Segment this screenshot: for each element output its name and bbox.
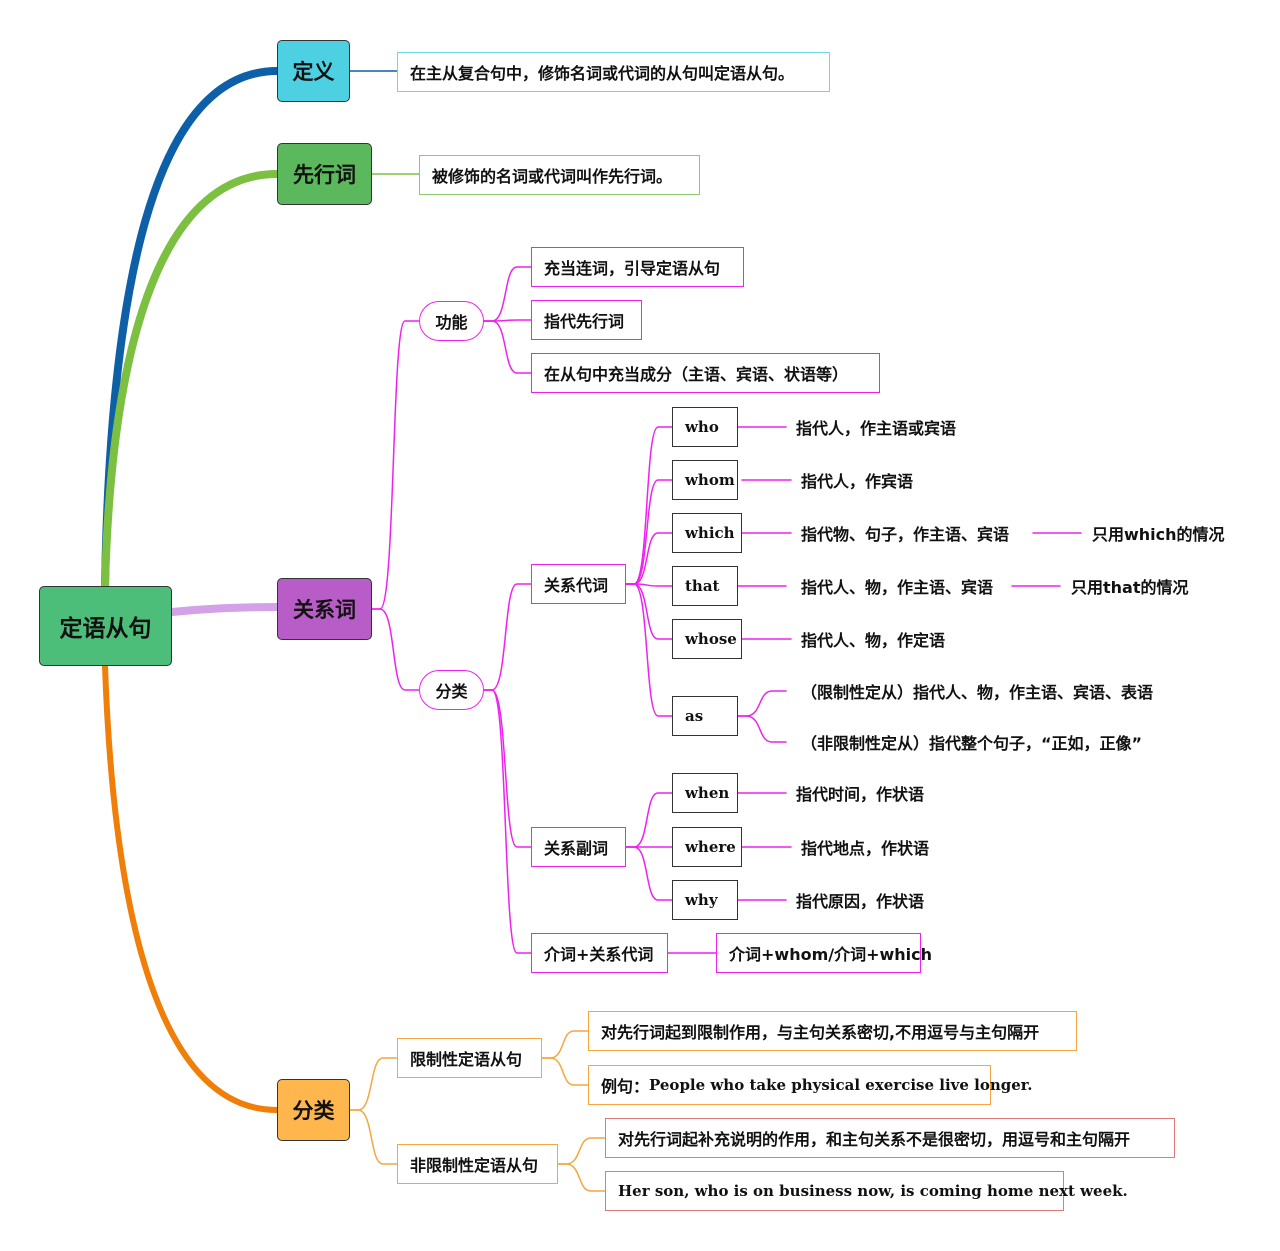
- adverb-desc: 指代时间，作状语: [796, 785, 925, 804]
- connector: [541, 1030, 589, 1059]
- as-desc-nonrestrictive: （非限制性定从）指代整个句子，“正如，正像”: [801, 734, 1143, 753]
- adverb-desc: 指代地点，作状语: [801, 839, 930, 858]
- connector: [483, 583, 532, 691]
- connector: [483, 320, 532, 374]
- connector: [483, 689, 532, 848]
- pronoun-desc: 指代人，作宾语: [801, 472, 914, 491]
- branch-definition: [101, 67, 281, 590]
- nonrestrictive-node[interactable]: 非限制性定语从句: [397, 1144, 558, 1184]
- pronoun-that[interactable]: that: [672, 566, 738, 606]
- root-node[interactable]: 定语从句: [39, 586, 172, 666]
- connector: [541, 1057, 589, 1086]
- function-item: 充当连词，引导定语从句: [531, 247, 744, 287]
- definition-text: 在主从复合句中，修饰名词或代词的从句叫定语从句。: [397, 52, 830, 92]
- adverb-desc: 指代原因，作状语: [796, 892, 925, 911]
- connector: [483, 689, 532, 954]
- connector: [625, 532, 673, 585]
- pronoun-whose[interactable]: whose: [672, 619, 742, 659]
- pronoun-note: 只用that的情况: [1071, 578, 1189, 597]
- pronoun-whom[interactable]: whom: [672, 460, 738, 500]
- connector: [349, 1057, 398, 1111]
- connector: [625, 846, 673, 901]
- definition-node[interactable]: 定义: [277, 40, 350, 102]
- adverb-why[interactable]: why: [672, 880, 738, 920]
- connector: [557, 1163, 606, 1192]
- antecedent-text: 被修饰的名词或代词叫作先行词。: [419, 155, 700, 195]
- connector: [349, 1109, 398, 1165]
- restrictive-desc: 对先行词起到限制作用，与主句关系密切,不用逗号与主句隔开: [588, 1011, 1077, 1051]
- restrictive-example: 例句： People who take physical exercise liv…: [588, 1065, 1033, 1105]
- example-sentence: People who take physical exercise live l…: [649, 1076, 1033, 1094]
- connector: [625, 792, 673, 848]
- connector: [625, 583, 673, 717]
- classification-node[interactable]: 分类: [277, 1079, 350, 1141]
- pronoun-desc: 指代人，作主语或宾语: [796, 419, 957, 438]
- example-prefix: 例句：: [601, 1077, 650, 1096]
- connector: [557, 1137, 606, 1165]
- function-node[interactable]: 功能: [419, 301, 484, 341]
- pronoun-which[interactable]: which: [672, 513, 742, 553]
- restrictive-node[interactable]: 限制性定语从句: [397, 1038, 542, 1078]
- connector: [737, 715, 787, 743]
- antecedent-node[interactable]: 先行词: [277, 143, 372, 205]
- connector: [625, 479, 673, 585]
- pronoun-note: 只用which的情况: [1092, 525, 1225, 544]
- adverb-when[interactable]: when: [672, 773, 738, 813]
- as-desc-restrictive: （限制性定从）指代人、物，作主语、宾语、表语: [801, 683, 1154, 702]
- branch-classification: [102, 663, 280, 1113]
- function-item: 指代先行词: [531, 300, 642, 340]
- relative-word-node[interactable]: 关系词: [277, 578, 372, 640]
- connector: [371, 320, 420, 610]
- pronoun-desc: 指代物、句子，作主语、宾语: [801, 525, 1010, 544]
- category-node[interactable]: 分类: [419, 670, 484, 710]
- nonrestrictive-desc: 对先行词起补充说明的作用，和主句关系不是很密切，用逗号和主句隔开: [605, 1118, 1175, 1158]
- relative-pronoun-node[interactable]: 关系代词: [531, 564, 626, 604]
- pronoun-desc: 指代人、物，作定语: [801, 631, 946, 650]
- adverb-where[interactable]: where: [672, 827, 742, 867]
- connector: [483, 266, 532, 322]
- nonrestrictive-example: Her son, who is on business now, is comi…: [605, 1171, 1128, 1211]
- branch-relative: [168, 603, 281, 616]
- prep-pronoun-text: 介词+whom/介词+which: [716, 933, 932, 973]
- connector: [371, 608, 420, 691]
- prep-pronoun-node[interactable]: 介词+关系代词: [531, 933, 668, 973]
- connector: [625, 583, 673, 640]
- connector: [737, 690, 787, 717]
- pronoun-as[interactable]: as: [672, 696, 738, 736]
- pronoun-desc: 指代人、物，作主语、宾语: [801, 578, 994, 597]
- branch-antecedent: [101, 170, 281, 590]
- function-item: 在从句中充当成分（主语、宾语、状语等）: [531, 353, 880, 393]
- relative-adverb-node[interactable]: 关系副词: [531, 827, 626, 867]
- pronoun-who[interactable]: who: [672, 407, 738, 447]
